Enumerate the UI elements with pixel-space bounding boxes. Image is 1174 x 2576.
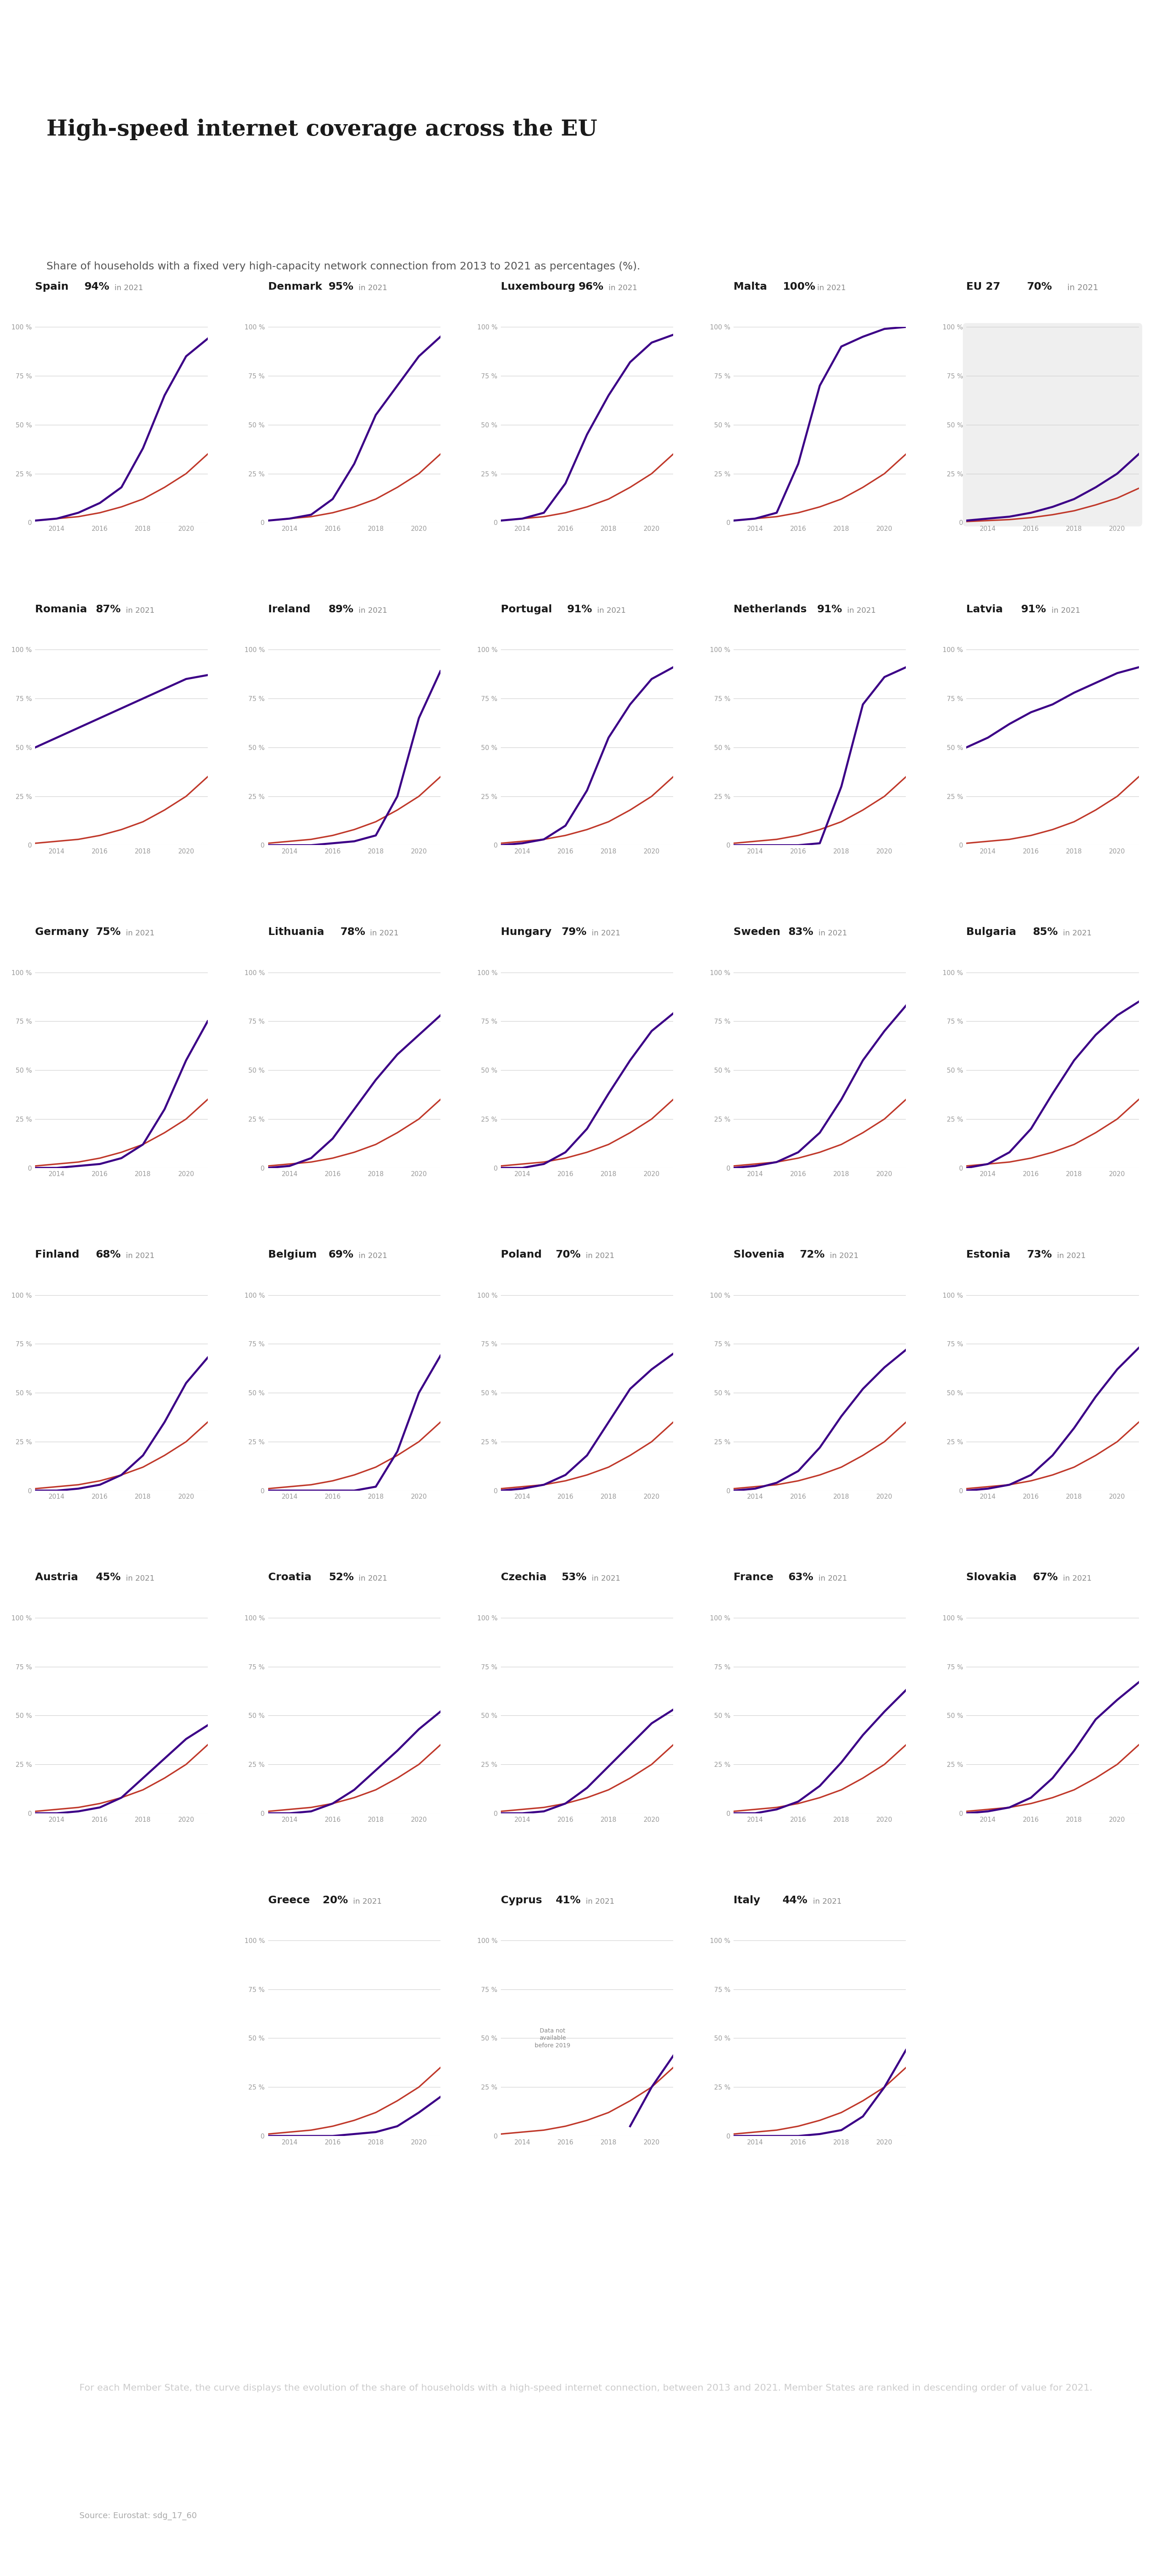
Text: Croatia: Croatia	[268, 1571, 315, 1582]
Text: 91%: 91%	[567, 605, 593, 616]
Text: Poland: Poland	[501, 1249, 546, 1260]
Text: in 2021: in 2021	[1062, 1574, 1092, 1582]
Text: Greece: Greece	[268, 1896, 313, 1906]
Text: 79%: 79%	[561, 927, 587, 938]
Text: in 2021: in 2021	[1065, 283, 1098, 291]
Text: Source: Eurostat: sdg_17_60: Source: Eurostat: sdg_17_60	[80, 2512, 197, 2519]
Text: 67%: 67%	[1033, 1571, 1058, 1582]
Text: Luxembourg: Luxembourg	[501, 281, 579, 291]
Text: EU 27: EU 27	[966, 281, 1004, 291]
Text: 78%: 78%	[340, 927, 365, 938]
Text: in 2021: in 2021	[592, 930, 620, 938]
Text: in 2021: in 2021	[592, 1574, 620, 1582]
Text: 94%: 94%	[85, 281, 109, 291]
Text: in 2021: in 2021	[359, 1252, 387, 1260]
Text: Percentage of households with a fixed very high capacity network: Percentage of households with a fixed ve…	[80, 2298, 475, 2308]
Text: 63%: 63%	[789, 1571, 814, 1582]
Text: 20%: 20%	[323, 1896, 349, 1906]
Text: in 2021: in 2021	[586, 1252, 614, 1260]
Text: 70%: 70%	[555, 1249, 581, 1260]
Text: Finland: Finland	[35, 1249, 83, 1260]
Text: Austria: Austria	[35, 1571, 82, 1582]
Text: Hungary: Hungary	[501, 927, 555, 938]
Text: 75%: 75%	[96, 927, 121, 938]
Text: Malta: Malta	[734, 281, 771, 291]
Text: Lithuania: Lithuania	[268, 927, 328, 938]
Text: in 2021: in 2021	[830, 1252, 858, 1260]
Text: in 2021: in 2021	[812, 1899, 842, 1906]
Text: in 2021: in 2021	[126, 1252, 155, 1260]
Text: 73%: 73%	[1027, 1249, 1052, 1260]
Text: 41%: 41%	[555, 1896, 581, 1906]
Text: Data not
available
before 2019: Data not available before 2019	[534, 2027, 571, 2048]
Text: in 2021: in 2021	[1062, 930, 1092, 938]
Text: in 2021: in 2021	[115, 283, 143, 291]
Text: Belgium: Belgium	[268, 1249, 321, 1260]
Text: 68%: 68%	[96, 1249, 121, 1260]
Text: 44%: 44%	[783, 1896, 808, 1906]
Text: in 2021: in 2021	[359, 1574, 387, 1582]
Text: France: France	[734, 1571, 777, 1582]
Text: in 2021: in 2021	[359, 283, 387, 291]
Text: Estonia: Estonia	[966, 1249, 1014, 1260]
Text: For each Member State, the curve displays the evolution of the share of househol: For each Member State, the curve display…	[80, 2383, 1093, 2393]
Text: in 2021: in 2021	[126, 608, 155, 616]
Text: in 2021: in 2021	[359, 608, 387, 616]
Text: 89%: 89%	[329, 605, 353, 616]
Text: in 2021: in 2021	[608, 283, 637, 291]
Text: Share of households with a fixed very high-capacity network connection from 2013: Share of households with a fixed very hi…	[46, 263, 640, 270]
Text: Bulgaria: Bulgaria	[966, 927, 1020, 938]
Text: How to read this chart: How to read this chart	[80, 2213, 242, 2226]
Text: High-speed internet coverage across the EU: High-speed internet coverage across the …	[46, 118, 598, 142]
FancyBboxPatch shape	[963, 322, 1142, 526]
Text: Ireland: Ireland	[268, 605, 313, 616]
Text: 91%: 91%	[1021, 605, 1046, 616]
Text: Portugal: Portugal	[501, 605, 555, 616]
Text: Sweden: Sweden	[734, 927, 784, 938]
Text: in 2021: in 2021	[126, 930, 155, 938]
Text: in 2021: in 2021	[370, 930, 399, 938]
Text: 87%: 87%	[96, 605, 121, 616]
Text: in 2021: in 2021	[818, 930, 848, 938]
Text: 70%: 70%	[1027, 281, 1052, 291]
Text: 83%: 83%	[789, 927, 814, 938]
Text: 100%: 100%	[783, 281, 816, 291]
Text: Italy: Italy	[734, 1896, 764, 1906]
Text: Romania: Romania	[35, 605, 90, 616]
Text: 96%: 96%	[579, 281, 603, 291]
Text: Denmark: Denmark	[268, 281, 325, 291]
Text: Cyprus: Cyprus	[501, 1896, 546, 1906]
Text: Latvia: Latvia	[966, 605, 1006, 616]
Text: 69%: 69%	[329, 1249, 353, 1260]
Text: in 2021: in 2021	[817, 283, 845, 291]
Text: 85%: 85%	[1033, 927, 1058, 938]
Text: 45%: 45%	[96, 1571, 121, 1582]
Text: Germany: Germany	[35, 927, 93, 938]
Text: Netherlands: Netherlands	[734, 605, 810, 616]
Text: in 2021: in 2021	[598, 608, 626, 616]
Text: 52%: 52%	[329, 1571, 353, 1582]
Text: Czechia: Czechia	[501, 1571, 551, 1582]
Text: in 2021: in 2021	[818, 1574, 848, 1582]
Text: in 2021: in 2021	[586, 1899, 614, 1906]
Text: Slovakia: Slovakia	[966, 1571, 1020, 1582]
Text: in 2021: in 2021	[1057, 1252, 1086, 1260]
Text: 72%: 72%	[799, 1249, 825, 1260]
Text: in 2021: in 2021	[846, 608, 876, 616]
Text: in 2021: in 2021	[1052, 608, 1080, 616]
Text: 53%: 53%	[561, 1571, 587, 1582]
Text: 91%: 91%	[817, 605, 842, 616]
Text: in 2021: in 2021	[126, 1574, 155, 1582]
Text: Slovenia: Slovenia	[734, 1249, 788, 1260]
Text: in 2021: in 2021	[353, 1899, 382, 1906]
Text: Spain: Spain	[35, 281, 73, 291]
Text: 95%: 95%	[329, 281, 353, 291]
